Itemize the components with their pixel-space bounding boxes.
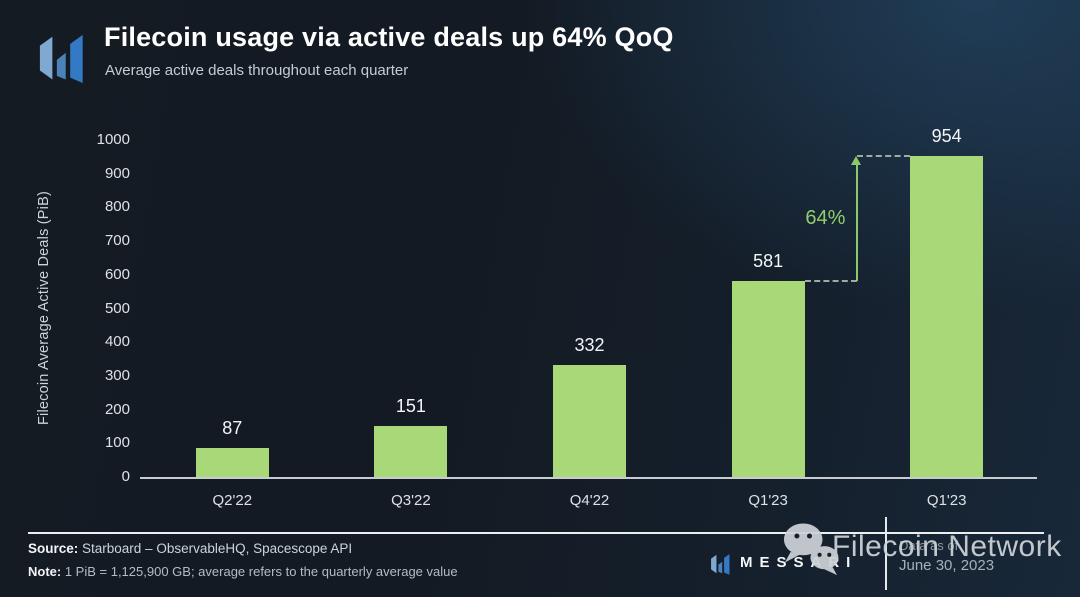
y-axis-title: Filecoin Average Active Deals (PiB) xyxy=(36,191,52,426)
bar xyxy=(910,155,984,477)
y-tick-label: 500 xyxy=(104,299,130,317)
y-tick-label: 100 xyxy=(104,434,130,452)
page-title: Filecoin usage via active deals up 64% Q… xyxy=(104,22,674,52)
bar-value-label: 87 xyxy=(222,417,243,438)
footer-vertical-divider xyxy=(885,517,887,590)
x-tick-label: Q1'23 xyxy=(748,492,788,509)
y-tick-label: 900 xyxy=(104,164,130,182)
growth-arrow-icon xyxy=(856,163,859,282)
bar xyxy=(195,447,269,477)
x-tick-label: Q4'22 xyxy=(569,492,610,509)
bar-value-label: 332 xyxy=(574,335,605,356)
bar-value-label: 954 xyxy=(931,125,962,146)
y-tick-label: 600 xyxy=(104,265,130,283)
source-label: Source: xyxy=(28,541,79,556)
bar-value-label: 151 xyxy=(395,396,426,417)
y-tick-label: 700 xyxy=(104,232,130,250)
data-as-of-label: Data as of xyxy=(899,538,959,553)
plot-area: 0 100 200 300 400 500 600 700 800 900 1000 87 Q2'22 1… xyxy=(97,126,1036,509)
messari-logo-icon xyxy=(39,34,83,83)
note-line: Note: 1 PiB = 1,125,900 GB; average refe… xyxy=(28,564,458,579)
data-as-of-date: June 30, 2023 xyxy=(899,557,995,574)
y-tick-label: 1000 xyxy=(96,131,130,148)
messari-logo-small-icon xyxy=(711,554,730,575)
growth-arrow-head-icon xyxy=(851,155,862,165)
x-tick-label: Q2'22 xyxy=(212,492,253,509)
y-tick-label: 800 xyxy=(104,198,130,216)
bar xyxy=(731,281,805,477)
bar xyxy=(553,365,626,477)
source-text: Starboard – ObservableHQ, Spacescope API xyxy=(78,541,353,556)
x-tick-label: Q3'22 xyxy=(391,492,431,509)
y-tick-label: 300 xyxy=(104,366,130,384)
wechat-watermark: Filecoin Network xyxy=(778,518,1062,578)
y-tick-label: 0 xyxy=(121,468,130,485)
page-subtitle: Average active deals throughout each qua… xyxy=(105,62,409,79)
note-label: Note: xyxy=(28,564,62,579)
annotation-dash-high xyxy=(857,154,911,157)
source-line: Source: Starboard – ObservableHQ, Spaces… xyxy=(28,541,352,556)
y-tick-label: 400 xyxy=(104,333,130,351)
note-text: 1 PiB = 1,125,900 GB; average refers to … xyxy=(61,564,458,579)
bar-value-label: 581 xyxy=(753,251,784,272)
annotation-dash-low xyxy=(804,280,858,283)
x-tick-label: Q1'23 xyxy=(926,492,967,509)
wechat-icon xyxy=(783,523,839,576)
growth-percent-label: 64% xyxy=(805,207,846,230)
footer-divider xyxy=(28,532,1044,534)
x-axis-baseline xyxy=(140,477,1037,479)
y-tick-label: 200 xyxy=(104,400,130,418)
bar xyxy=(374,426,448,477)
watermark-text: Filecoin Network xyxy=(832,530,1062,563)
